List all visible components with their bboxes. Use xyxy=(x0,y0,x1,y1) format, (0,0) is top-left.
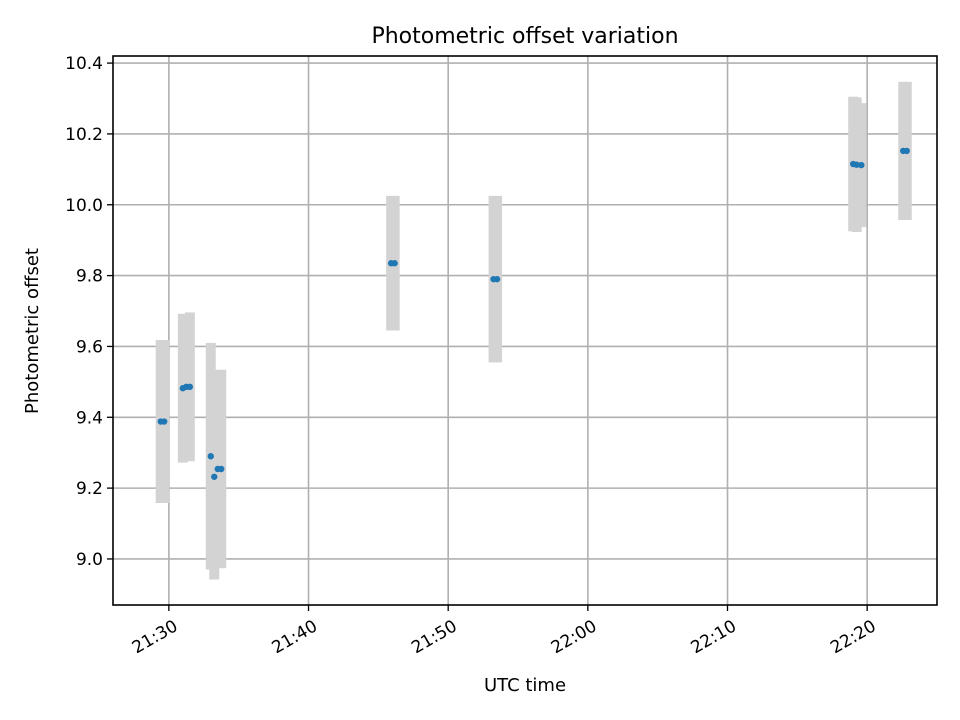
y-tick-label: 10.0 xyxy=(65,196,103,216)
plot-area xyxy=(113,56,937,605)
y-tick-label: 9.0 xyxy=(76,550,103,570)
data-point xyxy=(903,147,910,155)
data-point xyxy=(186,383,194,391)
data-points xyxy=(157,147,910,480)
data-point xyxy=(218,465,225,473)
data-point xyxy=(853,161,860,168)
axes-frame xyxy=(112,55,938,606)
chart-title: Photometric offset variation xyxy=(371,24,678,49)
y-tick-label: 10.4 xyxy=(65,54,103,74)
y-axis-label: Photometric offset xyxy=(22,248,43,414)
y-tick-label: 9.8 xyxy=(76,267,103,287)
data-point xyxy=(211,473,218,480)
data-point xyxy=(391,260,398,267)
grid xyxy=(113,56,937,605)
y-tick-label: 9.6 xyxy=(76,337,103,357)
y-tick-label: 9.4 xyxy=(76,408,103,428)
y-axis-ticks: 9.0 9.2 9.4 9.6 9.8 10.0 10.2 10.4 xyxy=(65,54,113,570)
data-point xyxy=(207,453,214,460)
x-axis-label: UTC time xyxy=(484,675,566,696)
data-point xyxy=(858,161,865,169)
data-point xyxy=(161,418,168,425)
y-tick-label: 9.2 xyxy=(76,479,103,499)
y-tick-label: 10.2 xyxy=(65,125,103,145)
data-point xyxy=(493,275,501,283)
